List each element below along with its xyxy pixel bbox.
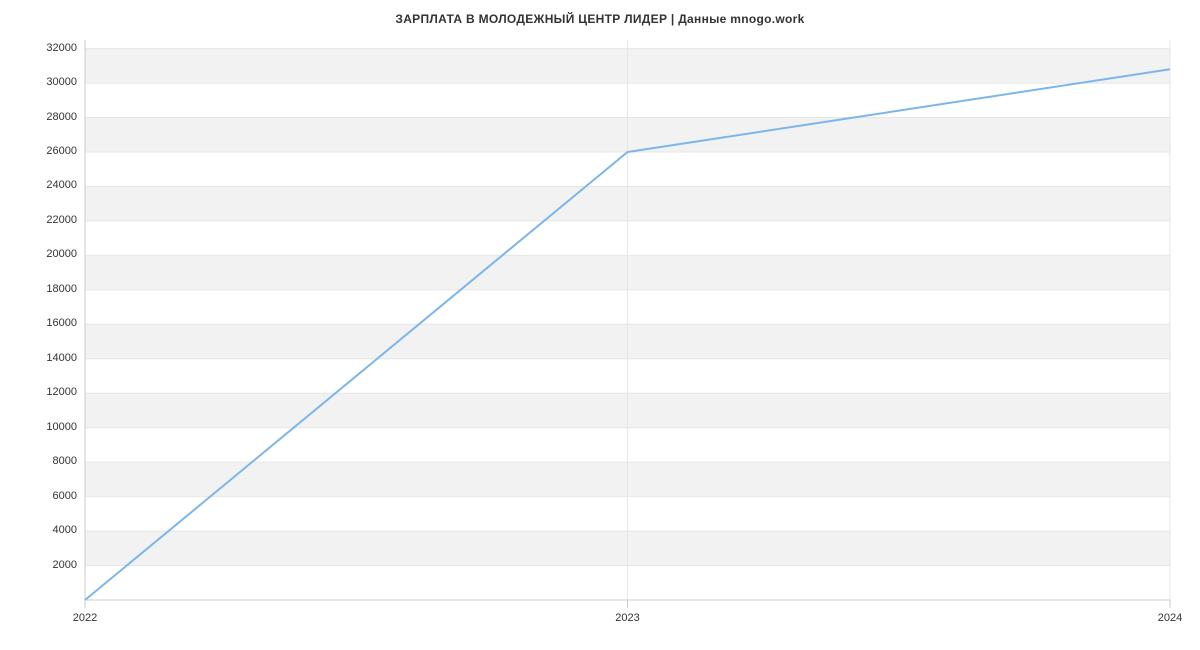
- y-axis-label: 20000: [17, 248, 77, 260]
- x-axis-label: 2022: [55, 612, 115, 624]
- y-axis-label: 32000: [17, 42, 77, 54]
- y-axis-label: 14000: [17, 352, 77, 364]
- y-axis-label: 4000: [17, 524, 77, 536]
- y-axis-label: 24000: [17, 179, 77, 191]
- y-axis-label: 6000: [17, 490, 77, 502]
- y-axis-label: 16000: [17, 317, 77, 329]
- chart-container: ЗАРПЛАТА В МОЛОДЕЖНЫЙ ЦЕНТР ЛИДЕР | Данн…: [0, 0, 1200, 650]
- x-axis-label: 2023: [598, 612, 658, 624]
- y-axis-label: 8000: [17, 455, 77, 467]
- y-axis-label: 28000: [17, 111, 77, 123]
- y-axis-label: 2000: [17, 559, 77, 571]
- y-axis-label: 30000: [17, 76, 77, 88]
- y-axis-label: 26000: [17, 145, 77, 157]
- y-axis-label: 18000: [17, 283, 77, 295]
- y-axis-label: 12000: [17, 386, 77, 398]
- y-axis-label: 10000: [17, 421, 77, 433]
- y-axis-label: 22000: [17, 214, 77, 226]
- chart-plot: [0, 0, 1200, 650]
- x-axis-label: 2024: [1140, 612, 1200, 624]
